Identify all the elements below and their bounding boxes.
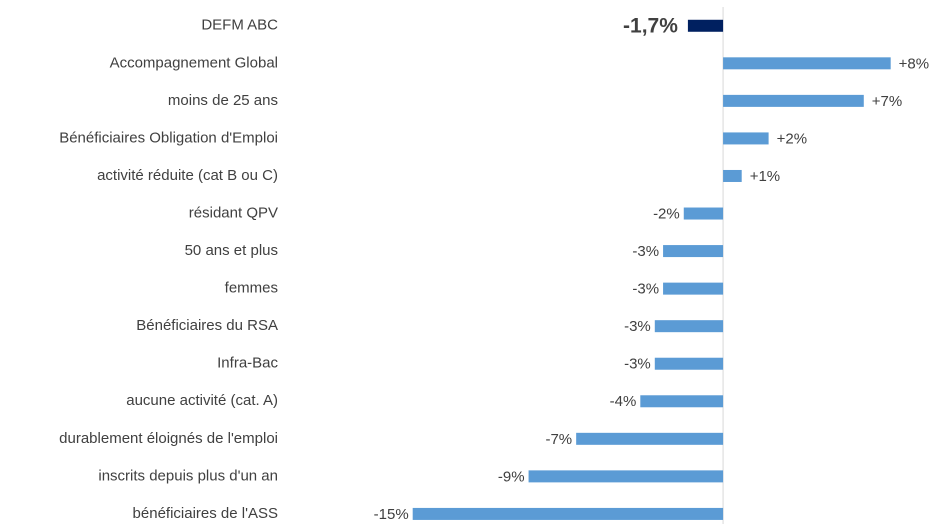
bar <box>412 507 724 520</box>
bar <box>723 132 769 145</box>
data-label: -3% <box>624 356 651 373</box>
category-label: durablement éloignés de l'emploi <box>59 430 278 447</box>
bar <box>723 94 864 107</box>
data-label: -2% <box>653 205 680 222</box>
data-label: +8% <box>899 55 929 72</box>
bar <box>663 245 724 258</box>
category-label: activité réduite (cat B ou C) <box>97 167 278 184</box>
data-label: -3% <box>632 281 659 298</box>
category-label: Accompagnement Global <box>110 54 278 71</box>
category-label: aucune activité (cat. A) <box>126 392 278 409</box>
bar <box>723 57 891 70</box>
data-label: -9% <box>498 468 525 485</box>
category-label: Infra-Bac <box>217 355 278 372</box>
data-label: -7% <box>545 431 572 448</box>
category-label: bénéficiaires de l'ASS <box>133 505 278 522</box>
data-label: -15% <box>374 506 409 523</box>
category-label: inscrits depuis plus d'un an <box>98 467 278 484</box>
category-label: 50 ans et plus <box>185 242 278 259</box>
category-label: Bénéficiaires Obligation d'Emploi <box>59 129 278 146</box>
category-label: résidant QPV <box>189 204 278 221</box>
category-label: femmes <box>225 280 278 297</box>
bar <box>663 282 724 295</box>
bar <box>576 432 724 445</box>
bar <box>723 169 742 182</box>
bar <box>528 470 724 483</box>
bar <box>654 320 724 333</box>
data-label: +7% <box>872 93 902 110</box>
bar <box>640 395 724 408</box>
bar <box>683 207 724 220</box>
bar <box>687 19 724 32</box>
category-label: DEFM ABC <box>201 17 278 34</box>
category-label: Bénéficiaires du RSA <box>136 317 278 334</box>
data-label: -3% <box>624 318 651 335</box>
data-label: +2% <box>777 130 807 147</box>
category-label: moins de 25 ans <box>168 92 278 109</box>
data-label: -4% <box>610 393 637 410</box>
data-label: -3% <box>632 243 659 260</box>
data-label: +1% <box>750 168 780 185</box>
data-label: -1,7% <box>623 14 678 37</box>
bar <box>654 357 724 370</box>
